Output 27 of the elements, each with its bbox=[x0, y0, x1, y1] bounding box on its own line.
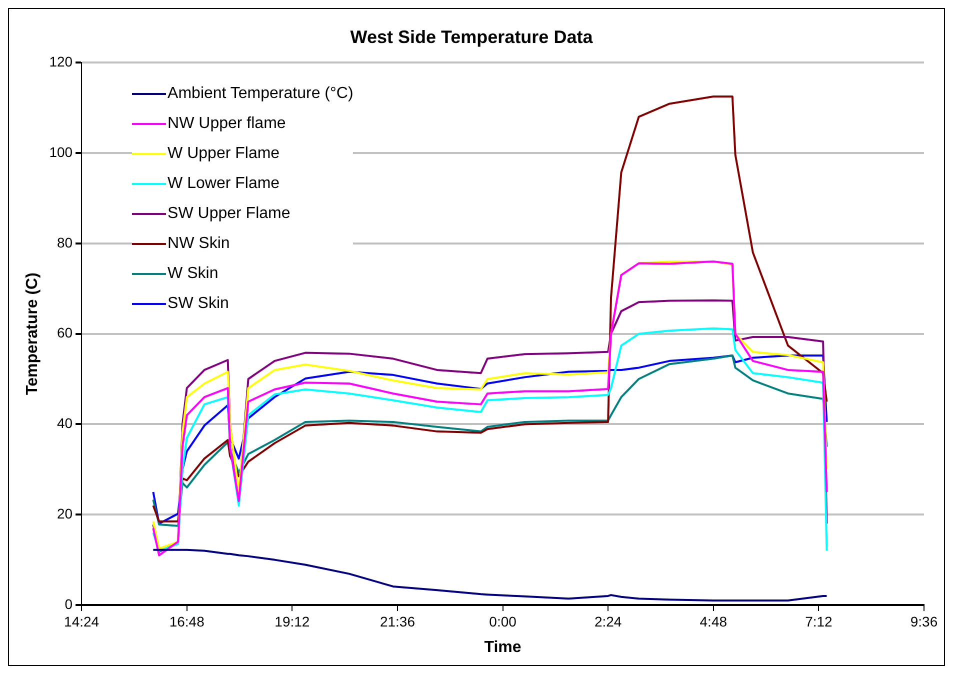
x-tick-label: 9:36 bbox=[910, 613, 938, 630]
y-axis-title: Temperature (C) bbox=[24, 272, 42, 395]
legend-label: W Upper Flame bbox=[168, 144, 280, 163]
x-tick-label: 2:24 bbox=[594, 613, 622, 630]
x-tick-label: 0:00 bbox=[489, 613, 517, 630]
legend-label: NW Skin bbox=[168, 234, 230, 253]
legend-label: W Lower Flame bbox=[168, 174, 280, 193]
y-tick-label: 20 bbox=[56, 505, 73, 522]
x-axis-title: Time bbox=[484, 638, 522, 656]
legend-label: Ambient Temperature (°C) bbox=[168, 84, 354, 103]
x-tick-label: 19:12 bbox=[274, 613, 310, 630]
chart-title: West Side Temperature Data bbox=[350, 26, 594, 47]
legend-label: SW Skin bbox=[168, 294, 229, 313]
x-tick-label: 21:36 bbox=[380, 613, 416, 630]
legend-label: W Skin bbox=[168, 264, 218, 283]
x-tick-label: 7:12 bbox=[805, 613, 833, 630]
y-tick-label: 80 bbox=[56, 234, 73, 250]
x-tick-label: 4:48 bbox=[700, 613, 728, 630]
y-tick-label: 0 bbox=[64, 596, 73, 612]
x-tick-label: 16:48 bbox=[169, 613, 205, 630]
y-tick-label: 100 bbox=[49, 144, 73, 160]
legend-label: SW Upper Flame bbox=[168, 204, 290, 223]
legend-label: NW Upper flame bbox=[168, 114, 286, 133]
y-tick-label: 120 bbox=[49, 53, 73, 70]
y-tick-label: 40 bbox=[56, 415, 73, 432]
x-tick-label: 14:24 bbox=[64, 613, 100, 630]
y-tick-label: 60 bbox=[56, 324, 73, 341]
